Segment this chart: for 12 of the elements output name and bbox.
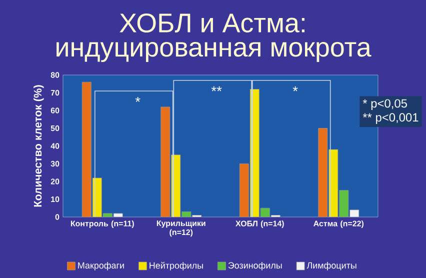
annotation: ** p<0,001 xyxy=(362,113,418,124)
legend-label: Макрофаги xyxy=(78,262,124,270)
legend-label: Нейтрофилы xyxy=(150,262,203,270)
chart-subtitle: индуцированная мокрота xyxy=(56,42,372,62)
chart-title: ХОБЛ и Астма: xyxy=(120,13,304,33)
annotation: * xyxy=(135,96,140,102)
legend-label: Лимфоциты xyxy=(306,262,356,270)
annotation: ** xyxy=(211,86,222,92)
annotation: * p<0,05 xyxy=(362,99,407,110)
legend-label: Эозинофилы xyxy=(228,262,282,270)
y-axis-title: Количество клеток (%) xyxy=(34,85,44,207)
annotation: * xyxy=(292,86,298,92)
